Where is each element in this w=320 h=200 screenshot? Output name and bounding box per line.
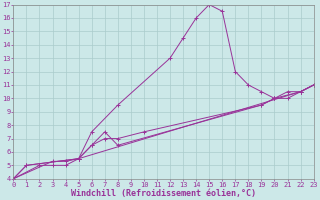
X-axis label: Windchill (Refroidissement éolien,°C): Windchill (Refroidissement éolien,°C) (71, 189, 256, 198)
